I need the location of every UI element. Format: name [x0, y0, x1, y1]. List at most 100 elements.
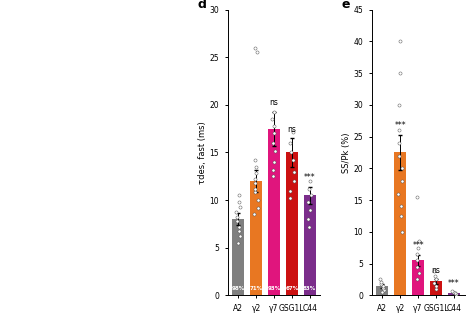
Point — [271, 110, 278, 115]
Bar — [286, 152, 298, 295]
Point — [398, 166, 405, 171]
Point — [270, 167, 277, 172]
Bar — [412, 260, 424, 295]
Text: 98%: 98% — [232, 286, 245, 291]
Point — [305, 186, 312, 191]
Point — [306, 207, 313, 212]
Text: e: e — [342, 0, 350, 11]
Point — [431, 274, 438, 279]
Point — [270, 160, 278, 165]
Point — [432, 286, 440, 291]
Point — [287, 195, 294, 201]
Point — [377, 281, 384, 286]
Point — [452, 291, 460, 296]
Point — [287, 150, 295, 155]
Point — [395, 128, 402, 133]
Bar — [376, 286, 388, 295]
Text: ***: *** — [448, 279, 460, 288]
Point — [233, 209, 240, 214]
Text: ***: *** — [412, 241, 424, 250]
Bar — [250, 181, 262, 295]
Text: 71%: 71% — [249, 286, 263, 291]
Point — [452, 292, 459, 297]
Point — [433, 283, 440, 288]
Point — [233, 215, 241, 220]
Point — [381, 287, 388, 292]
Point — [271, 123, 278, 128]
Point — [394, 191, 402, 196]
Point — [290, 158, 297, 163]
Point — [398, 229, 406, 234]
Point — [433, 277, 440, 282]
Bar — [448, 293, 460, 295]
Point — [250, 212, 258, 217]
Point — [413, 264, 420, 269]
Point — [304, 199, 311, 204]
Point — [304, 217, 312, 222]
Point — [395, 102, 403, 108]
Y-axis label: τdes, fast (ms): τdes, fast (ms) — [198, 121, 207, 184]
Point — [252, 177, 259, 182]
Bar — [430, 281, 442, 295]
Text: 83%: 83% — [303, 286, 316, 291]
Point — [290, 169, 298, 174]
Point — [416, 239, 423, 244]
Point — [251, 45, 258, 50]
Point — [414, 251, 421, 256]
Point — [235, 199, 243, 204]
Point — [448, 288, 456, 293]
Point — [233, 219, 241, 224]
Point — [377, 277, 384, 282]
Point — [378, 289, 385, 294]
Text: 67%: 67% — [285, 286, 299, 291]
Text: ns: ns — [287, 125, 296, 134]
Point — [272, 148, 279, 153]
Point — [255, 205, 262, 210]
Point — [413, 258, 421, 263]
Point — [415, 271, 422, 276]
Point — [430, 269, 438, 274]
Point — [414, 245, 422, 250]
Text: ***: *** — [394, 121, 406, 130]
Point — [413, 277, 421, 282]
Point — [290, 178, 298, 184]
Point — [234, 240, 241, 246]
Point — [236, 228, 243, 233]
Point — [307, 178, 314, 184]
Point — [251, 190, 259, 195]
Point — [308, 193, 315, 198]
Point — [379, 283, 386, 288]
Point — [413, 194, 420, 199]
Text: 93%: 93% — [267, 286, 281, 291]
Bar — [232, 219, 244, 295]
Point — [236, 193, 243, 198]
Point — [395, 140, 402, 145]
Bar — [304, 195, 316, 295]
Point — [286, 140, 294, 145]
Point — [397, 213, 404, 219]
Point — [251, 158, 259, 163]
Point — [451, 290, 459, 295]
Point — [449, 289, 457, 294]
Point — [269, 140, 276, 145]
Point — [399, 178, 406, 184]
Point — [253, 50, 260, 55]
Point — [270, 131, 278, 136]
Y-axis label: SS/Pk (%): SS/Pk (%) — [342, 132, 351, 173]
Text: ***: *** — [304, 173, 316, 182]
Point — [252, 164, 260, 169]
Point — [397, 204, 405, 209]
Point — [286, 188, 294, 193]
Text: ns: ns — [431, 265, 440, 274]
Point — [306, 224, 313, 229]
Point — [395, 153, 403, 158]
Point — [268, 117, 276, 122]
Point — [253, 171, 260, 176]
Point — [251, 180, 258, 186]
Point — [235, 224, 243, 229]
Bar — [268, 129, 280, 295]
Point — [269, 174, 277, 179]
Text: ns: ns — [270, 98, 278, 107]
Point — [380, 285, 387, 290]
Bar — [394, 152, 406, 295]
